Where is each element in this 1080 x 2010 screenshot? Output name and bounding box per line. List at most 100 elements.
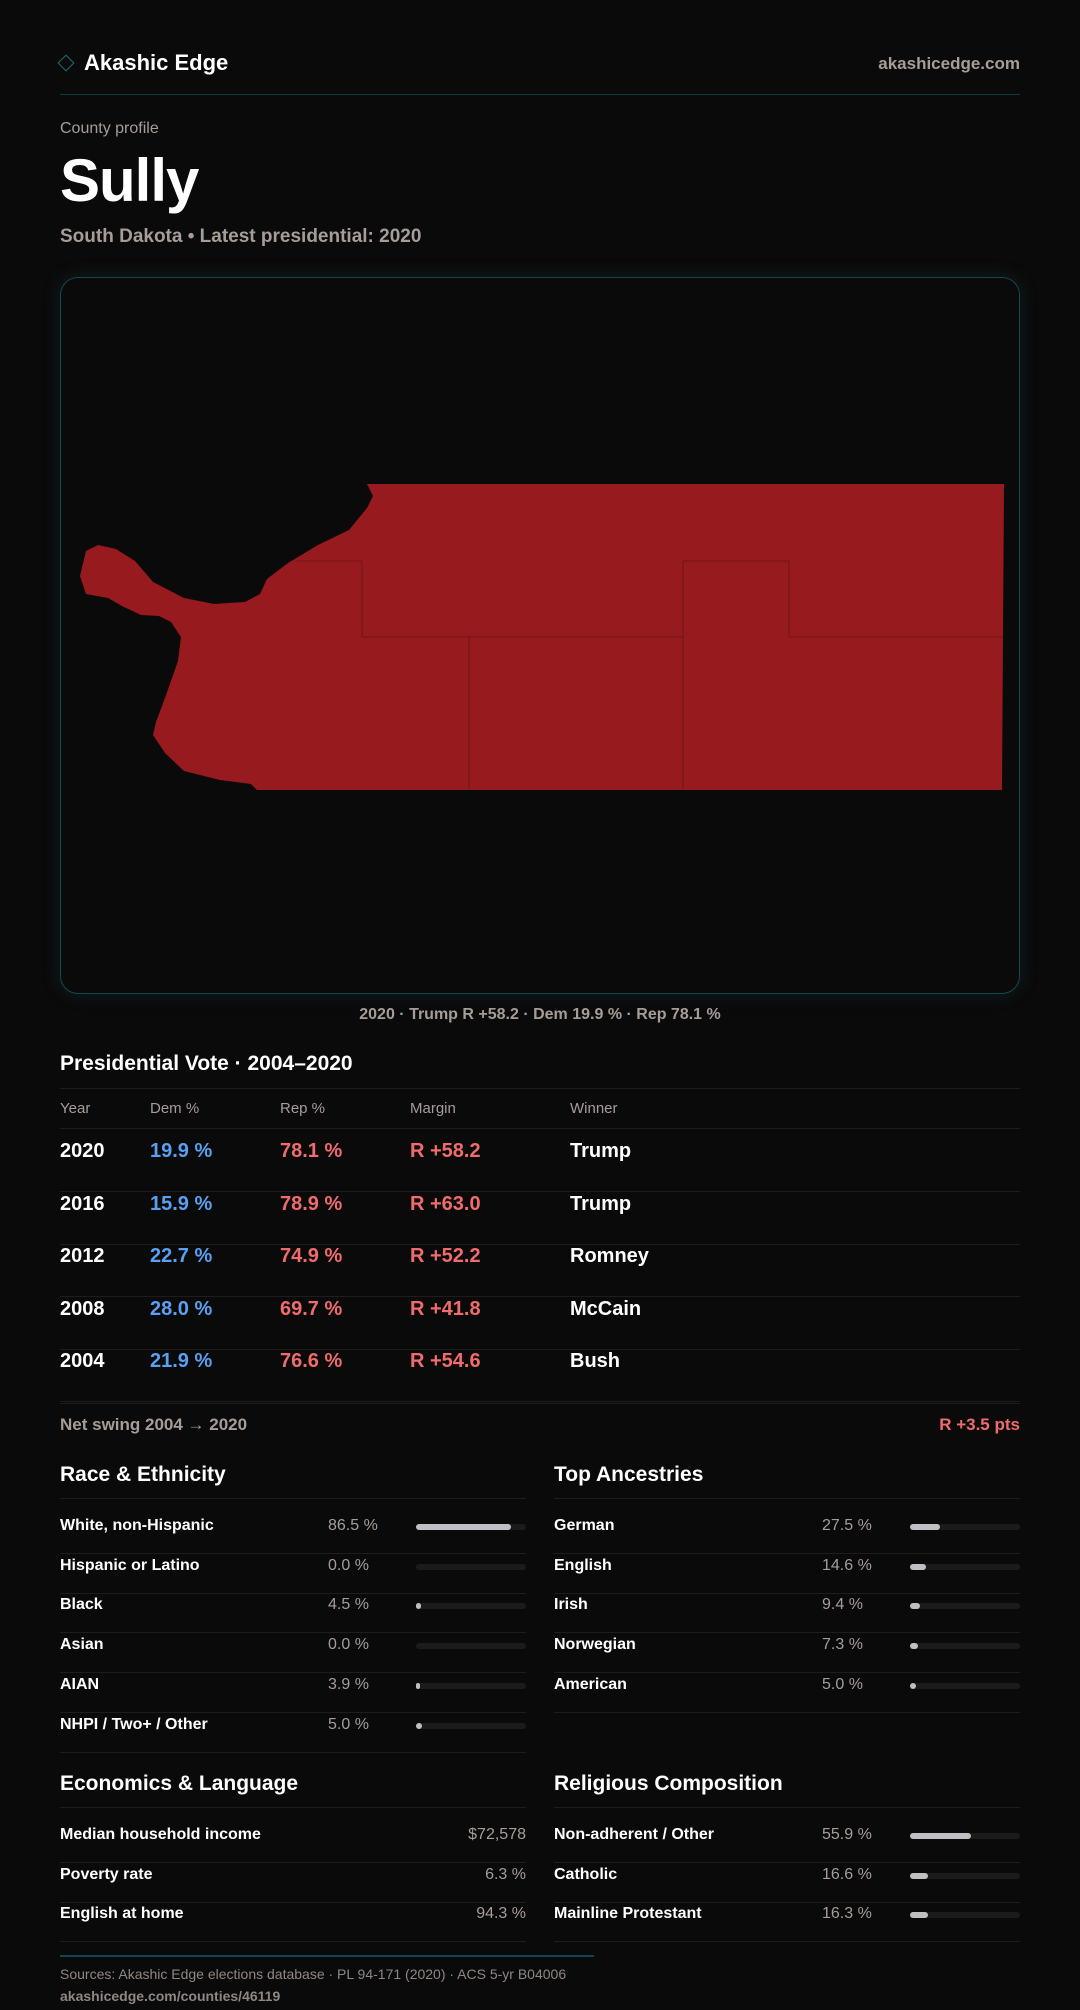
eyebrow: County profile — [60, 120, 159, 137]
item-value: 14.6 % — [822, 1556, 872, 1574]
list-item: Poverty rate 6.3 % — [60, 1864, 526, 1903]
progress-bar — [910, 1563, 1020, 1570]
item-label: AIAN — [60, 1675, 100, 1693]
progress-fill — [910, 1912, 928, 1919]
brand[interactable]: Akashic Edge — [57, 50, 228, 76]
footer-sources: Sources: Akashic Edge elections database… — [60, 1966, 567, 1982]
item-value: 5.0 % — [328, 1715, 369, 1733]
cell-margin: R +58.2 — [410, 1140, 481, 1162]
progress-fill — [910, 1872, 929, 1879]
cell-year: 2016 — [60, 1192, 105, 1215]
item-value: 0.0 % — [328, 1556, 369, 1574]
progress-fill — [910, 1833, 972, 1839]
list-item: White, non-Hispanic 86.5 % — [60, 1515, 526, 1554]
cell-rep: 76.6 % — [280, 1350, 343, 1372]
progress-fill — [416, 1524, 512, 1530]
item-label: Mainline Protestant — [554, 1905, 702, 1923]
list-item: Black 4.5 % — [60, 1594, 526, 1634]
item-label: Catholic — [554, 1865, 618, 1883]
divider — [554, 1592, 1020, 1594]
divider — [60, 1711, 526, 1713]
list-item: German 27.5 % — [554, 1515, 1020, 1554]
divider — [554, 1553, 1020, 1554]
progress-bar — [910, 1603, 1020, 1610]
divider — [554, 1632, 1020, 1634]
item-label: Poverty rate — [60, 1865, 153, 1883]
table-row: 2012 22.7 % 74.9 % R +52.2 Romney — [0, 1245, 1080, 1297]
list-item: Norwegian 7.3 % — [554, 1634, 1020, 1674]
cell-winner: Romney — [570, 1245, 649, 1267]
divider — [60, 1632, 526, 1634]
item-label: Median household income — [60, 1826, 261, 1843]
progress-fill — [416, 1722, 422, 1729]
progress-bar — [910, 1833, 1020, 1839]
divider — [60, 1862, 526, 1863]
item-label: German — [554, 1517, 615, 1534]
progress-bar — [910, 1872, 1020, 1879]
progress-bar — [416, 1563, 526, 1570]
progress-fill — [910, 1603, 921, 1610]
divider — [60, 1128, 1020, 1129]
divider — [60, 1403, 1020, 1404]
cell-dem: 28.0 % — [150, 1297, 213, 1320]
cell-dem: 21.9 % — [150, 1350, 213, 1372]
progress-bar — [910, 1524, 1020, 1530]
divider — [554, 1941, 1020, 1943]
item-value: 9.4 % — [822, 1596, 863, 1614]
table-row: 2020 19.9 % 78.1 % R +58.2 Trump — [0, 1140, 1080, 1192]
footer-divider — [60, 1955, 594, 1957]
county-shape-svg — [80, 484, 1004, 790]
item-label: American — [554, 1675, 627, 1693]
item-label: Asian — [60, 1636, 104, 1654]
divider — [60, 1553, 526, 1554]
item-label: NHPI / Two+ / Other — [60, 1715, 208, 1733]
divider — [60, 1243, 1020, 1245]
progress-bar — [910, 1912, 1020, 1919]
item-value: 94.3 % — [476, 1905, 526, 1923]
table-row: 2008 28.0 % 69.7 % R +41.8 McCain — [0, 1298, 1080, 1350]
site-link[interactable]: akashicedge.com — [878, 54, 1020, 73]
divider — [60, 1807, 526, 1808]
item-value: 6.3 % — [485, 1865, 526, 1883]
swing-label: Net swing 2004 → 2020 — [60, 1415, 248, 1434]
race-title: Race & Ethnicity — [60, 1463, 226, 1486]
cell-winner: Bush — [570, 1350, 620, 1372]
item-value: 55.9 % — [822, 1826, 872, 1843]
item-value: 7.3 % — [822, 1636, 863, 1654]
progress-bar — [910, 1682, 1020, 1689]
cell-year: 2008 — [60, 1297, 105, 1320]
progress-bar — [416, 1722, 526, 1729]
item-label: Hispanic or Latino — [60, 1556, 200, 1574]
list-item: Irish 9.4 % — [554, 1594, 1020, 1634]
progress-fill — [910, 1682, 916, 1689]
item-value: $72,578 — [468, 1826, 526, 1843]
list-item: Mainline Protestant 16.3 % — [554, 1903, 1020, 1943]
ancestry-title: Top Ancestries — [554, 1463, 704, 1486]
item-value: 0.0 % — [328, 1636, 369, 1654]
item-label: Norwegian — [554, 1636, 636, 1654]
swing-value: R +3.5 pts — [939, 1415, 1020, 1434]
cell-year: 2012 — [60, 1245, 105, 1267]
cell-year: 2004 — [60, 1350, 105, 1372]
divider — [60, 1088, 1020, 1089]
list-item: Non-adherent / Other 55.9 % — [554, 1824, 1020, 1863]
divider — [60, 1348, 1020, 1350]
list-item: English at home 94.3 % — [60, 1903, 526, 1943]
progress-fill — [910, 1643, 919, 1650]
list-item: American 5.0 % — [554, 1674, 1020, 1713]
progress-bar — [416, 1682, 526, 1689]
item-label: English at home — [60, 1905, 184, 1923]
progress-fill — [910, 1563, 927, 1570]
cell-rep: 78.9 % — [280, 1192, 343, 1215]
item-label: English — [554, 1556, 612, 1574]
progress-bar — [416, 1524, 526, 1530]
list-item: AIAN 3.9 % — [60, 1674, 526, 1713]
item-label: White, non-Hispanic — [60, 1517, 214, 1534]
table-row: 2016 15.9 % 78.9 % R +63.0 Trump — [0, 1193, 1080, 1245]
economics-title: Economics & Language — [60, 1772, 299, 1795]
footer-url[interactable]: akashicedge.com/counties/46119 — [60, 1988, 281, 2004]
column-header: Winner — [570, 1100, 618, 1117]
item-label: Black — [60, 1596, 103, 1614]
divider — [60, 1592, 526, 1594]
list-item: English 14.6 % — [554, 1555, 1020, 1594]
